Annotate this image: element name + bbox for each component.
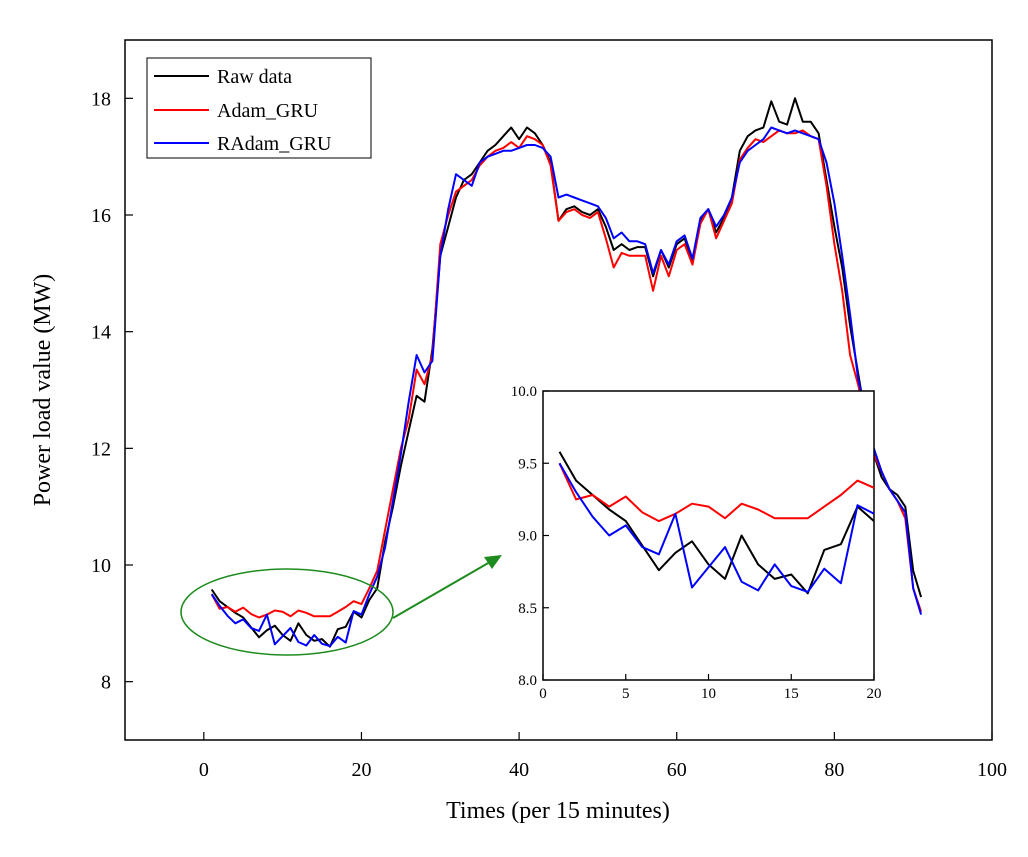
x-tick-label: 0 xyxy=(539,686,547,702)
series-line-adam-gru xyxy=(558,462,875,523)
series-line-raw-data xyxy=(558,451,875,595)
y-tick-label: 9.5 xyxy=(518,456,537,472)
x-tick-label: 20 xyxy=(351,759,371,781)
y-tick-label: 8.5 xyxy=(518,601,537,617)
y-tick-label: 8.0 xyxy=(518,673,537,689)
x-tick-label: 80 xyxy=(824,759,844,781)
series-line-adam-gru xyxy=(210,129,923,619)
legend-label-adam-gru: Adam_GRU xyxy=(217,100,319,122)
x-tick-label: 40 xyxy=(509,759,529,781)
x-tick-label: 20 xyxy=(867,686,882,702)
x-tick-label: 5 xyxy=(622,686,630,702)
x-axis-title: Times (per 15 minutes) xyxy=(446,798,670,824)
y-tick-label: 8 xyxy=(101,672,111,694)
x-tick-label: 10 xyxy=(701,686,716,702)
y-axis-title: Power load value (MW) xyxy=(30,274,56,507)
series-line-radam-gru xyxy=(210,126,923,648)
legend-label-radam-gru: RAdam_GRU xyxy=(217,133,332,155)
y-tick-label: 18 xyxy=(91,88,111,110)
y-tick-label: 16 xyxy=(91,205,111,227)
y-tick-label: 12 xyxy=(91,438,111,460)
zoom-arrow-head xyxy=(484,555,502,569)
zoom-ellipse xyxy=(180,568,394,656)
x-tick-label: 0 xyxy=(199,759,209,781)
x-tick-label: 15 xyxy=(784,686,799,702)
y-tick-label: 14 xyxy=(91,322,111,344)
main-series xyxy=(210,97,923,648)
series-line-radam-gru xyxy=(558,462,875,593)
legend: Raw data Adam_GRU RAdam_GRU xyxy=(146,57,372,159)
y-tick-label: 10 xyxy=(91,555,111,577)
x-tick-label: 60 xyxy=(667,759,687,781)
legend-label-raw-data: Raw data xyxy=(217,66,292,88)
y-tick-label: 10.0 xyxy=(511,384,537,400)
inset-series xyxy=(558,451,875,595)
zoom-arrow-line xyxy=(392,561,491,619)
x-tick-label: 100 xyxy=(977,759,1007,781)
y-tick-label: 9.0 xyxy=(518,529,537,545)
legend-box xyxy=(146,57,372,159)
plot-frame xyxy=(124,39,993,741)
inset-frame xyxy=(542,390,875,681)
inset-ticks: 0 5 10 15 20 8.0 8.5 9.0 9.5 10.0 xyxy=(511,384,882,702)
